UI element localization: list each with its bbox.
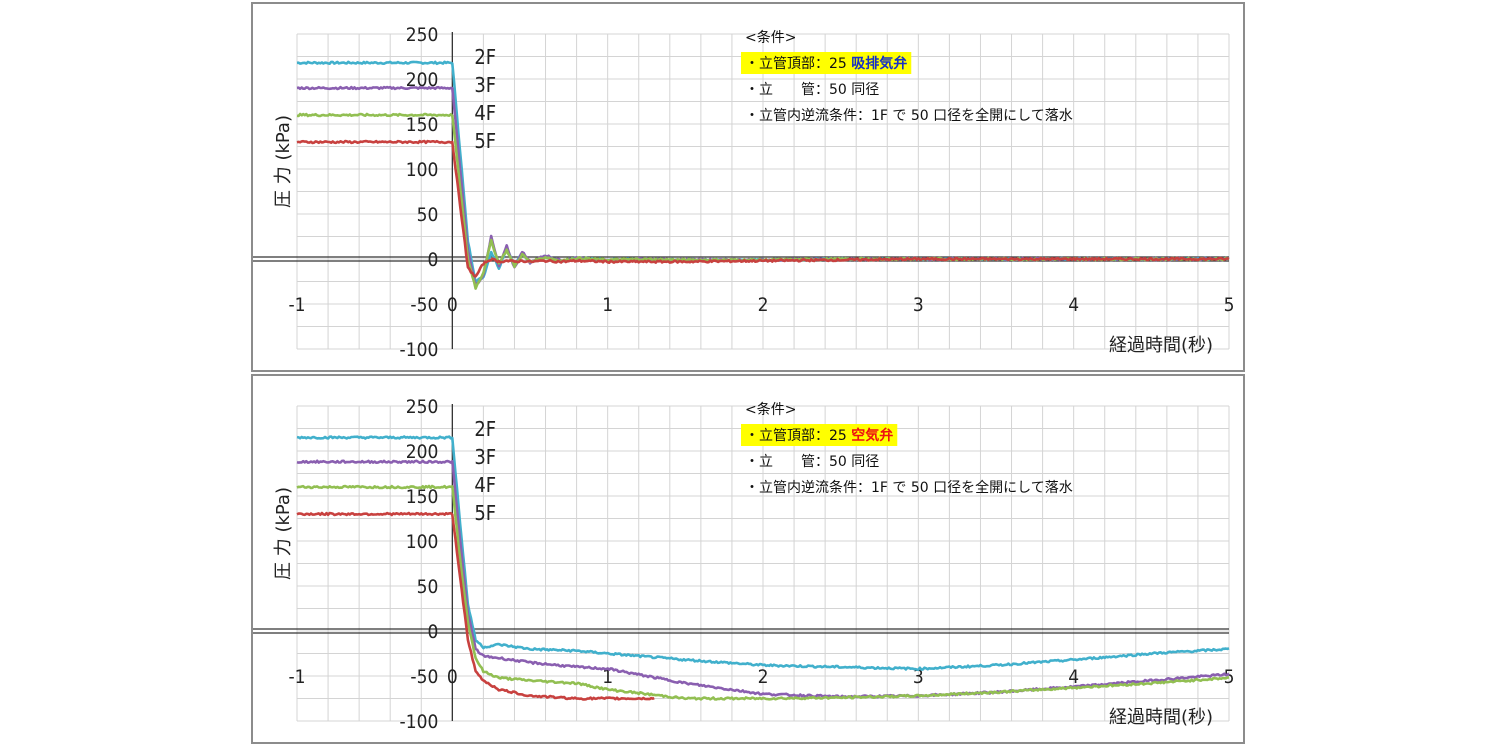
condition-line-1-prefix: ・立管頂部：25 [745,428,851,444]
y-tick-label: 100 [406,531,439,553]
y-tick-label: 50 [417,576,439,598]
chart-panel-bottom: 250 200 150 100 50 0 -50 -100 -1 0 1 2 3 4 5 圧 力 (kPa) 経… [251,374,1245,744]
x-tick-label: 1 [602,666,613,688]
series-label-2F: 2F [474,417,496,441]
series-line-5F [296,511,655,701]
y-tick-label: -50 [410,666,438,688]
y-tick-label: -100 [400,711,439,733]
x-tick-label: 3 [913,666,924,688]
y-tick-label: 150 [406,114,439,136]
series-line-5F [296,139,1230,278]
condition-line-1-prefix: ・立管頂部：25 [745,56,851,72]
y-tick-label: 250 [406,24,439,46]
x-tick-label: 1 [602,294,613,316]
series-label-5F: 5F [474,129,496,153]
x-tick-label: 0 [447,666,458,688]
y-tick-label: 250 [406,396,439,418]
x-tick-label: 2 [758,294,769,316]
y-tick-label: 200 [406,441,439,463]
series-label-4F: 4F [474,101,496,125]
grid [296,405,1230,722]
conditions-heading: <条件> [745,29,796,46]
x-tick-label: 4 [1068,294,1079,316]
x-tick-label: 4 [1068,666,1079,688]
condition-valve-type: 吸排気弁 [851,55,907,72]
condition-line-1: ・立管頂部：25 空気弁 [745,427,893,444]
series-line-2F [296,435,1230,672]
conditions-heading: <条件> [745,401,796,418]
condition-highlight-bg [741,424,898,446]
y-tick-label: -50 [410,294,438,316]
y-axis-label: 圧 力 (kPa) [273,487,294,580]
series-label-3F: 3F [474,445,496,469]
x-tick-label: -1 [288,294,305,316]
x-tick-label: 0 [447,294,458,316]
y-tick-label: 200 [406,69,439,91]
series-label-4F: 4F [474,473,496,497]
x-axis-label: 経過時間(秒) [1109,707,1213,728]
pressure-chart-top: 250 200 150 100 50 0 -50 -100 -1 0 1 2 3 4 5 圧 力 (kPa) 経… [253,24,1235,361]
y-tick-label: 0 [427,621,438,643]
x-tick-label: 5 [1224,666,1235,688]
series-line-4F [296,484,1230,701]
y-axis-label: 圧 力 (kPa) [273,115,294,208]
y-tick-label: 150 [406,486,439,508]
condition-line-3: ・立管内逆流条件：1F で 50 口径を全開にして落水 [745,479,1073,496]
series-label-5F: 5F [474,501,496,525]
x-axis-label: 経過時間(秒) [1109,335,1213,356]
y-tick-label: -100 [400,339,439,361]
x-tick-label: -1 [288,666,305,688]
x-tick-label: 2 [758,666,769,688]
condition-valve-type: 空気弁 [851,427,893,444]
condition-line-2: ・立 管：50 同径 [745,82,879,98]
chart-panel-top: 250 200 150 100 50 0 -50 -100 -1 0 1 2 3 4 5 圧 力 (kPa) 経… [251,2,1245,372]
y-tick-label: 0 [427,249,438,271]
y-tick-label: 50 [417,204,439,226]
x-tick-label: 5 [1224,294,1235,316]
condition-line-2: ・立 管：50 同径 [745,454,879,470]
condition-line-3: ・立管内逆流条件：1F で 50 口径を全開にして落水 [745,107,1073,124]
condition-highlight-bg [741,52,912,74]
series-label-3F: 3F [474,73,496,97]
y-tick-label: 100 [406,159,439,181]
condition-line-1: ・立管頂部：25 吸排気弁 [745,55,907,72]
series-label-2F: 2F [474,45,496,69]
x-tick-label: 3 [913,294,924,316]
pressure-chart-bottom: 250 200 150 100 50 0 -50 -100 -1 0 1 2 3 4 5 圧 力 (kPa) 経… [253,396,1235,733]
